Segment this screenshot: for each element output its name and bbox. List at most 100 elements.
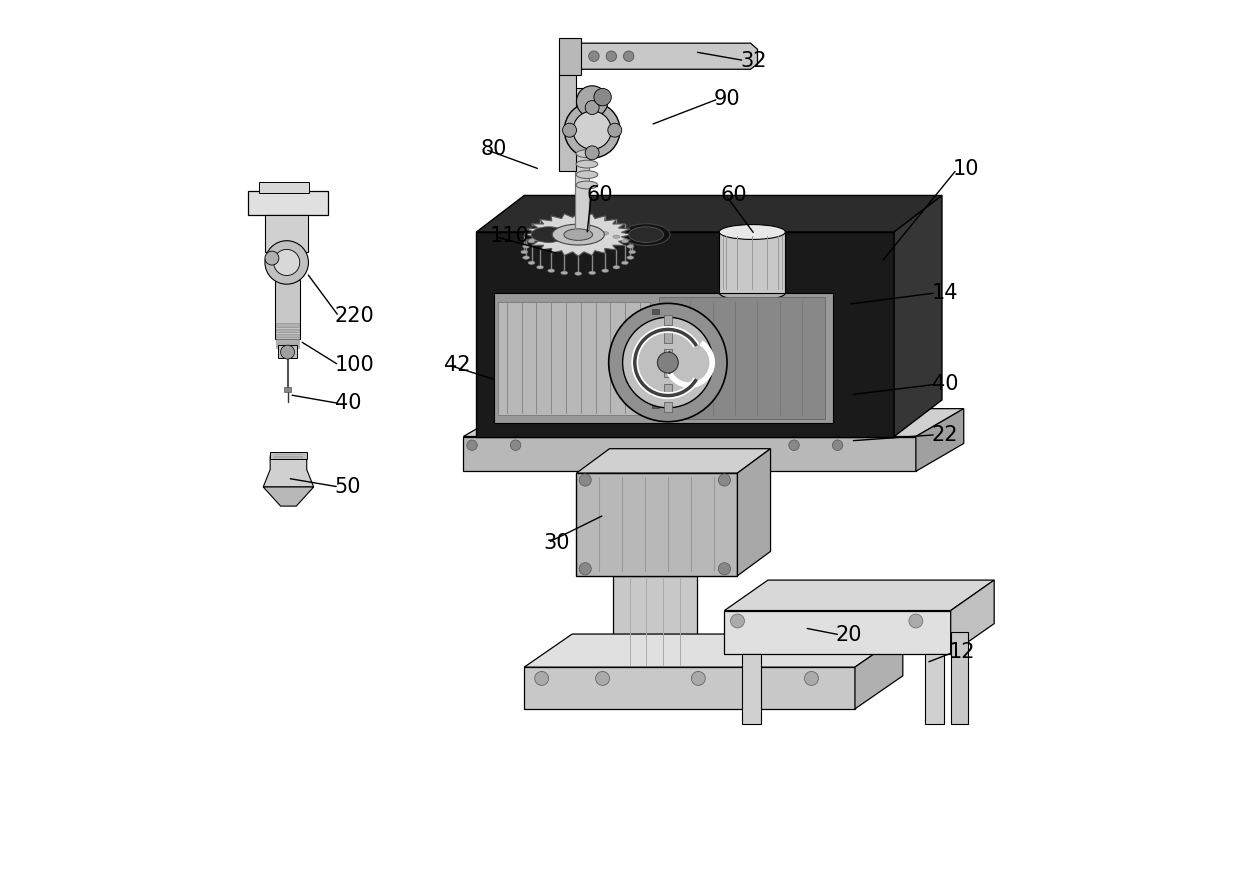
Ellipse shape (537, 265, 543, 269)
Circle shape (265, 241, 309, 285)
Bar (663, 367, 672, 377)
Ellipse shape (522, 256, 529, 259)
Ellipse shape (577, 170, 598, 178)
Circle shape (579, 563, 591, 574)
Circle shape (595, 671, 610, 685)
Circle shape (832, 440, 843, 450)
Ellipse shape (525, 223, 573, 245)
Polygon shape (263, 487, 314, 506)
Circle shape (622, 317, 713, 408)
Ellipse shape (522, 244, 529, 248)
Polygon shape (263, 456, 314, 487)
Bar (663, 384, 672, 395)
Bar (270, 452, 306, 459)
Bar (259, 182, 309, 193)
Circle shape (718, 474, 730, 486)
Circle shape (789, 440, 800, 450)
Polygon shape (525, 213, 632, 256)
Ellipse shape (621, 261, 629, 265)
Ellipse shape (627, 244, 634, 248)
Circle shape (564, 102, 620, 158)
Ellipse shape (528, 261, 534, 265)
Ellipse shape (577, 150, 598, 158)
Polygon shape (724, 610, 951, 654)
Polygon shape (476, 232, 894, 436)
Text: 30: 30 (543, 533, 570, 553)
Ellipse shape (629, 251, 636, 254)
Bar (277, 333, 299, 337)
Polygon shape (660, 298, 825, 419)
Ellipse shape (589, 230, 595, 233)
Text: 40: 40 (335, 394, 361, 414)
Ellipse shape (601, 231, 609, 235)
Polygon shape (742, 654, 761, 724)
Ellipse shape (560, 272, 568, 275)
Polygon shape (613, 575, 697, 667)
Circle shape (805, 671, 818, 685)
Ellipse shape (601, 269, 609, 272)
Ellipse shape (537, 235, 543, 238)
Polygon shape (559, 72, 577, 171)
Circle shape (909, 614, 923, 628)
Ellipse shape (521, 251, 528, 254)
Circle shape (606, 51, 616, 61)
Ellipse shape (548, 231, 554, 235)
Ellipse shape (613, 235, 620, 238)
Ellipse shape (621, 239, 629, 243)
Ellipse shape (719, 285, 785, 300)
Bar (652, 387, 660, 392)
Text: 60: 60 (720, 184, 748, 204)
Bar (663, 314, 672, 325)
Bar (284, 387, 291, 392)
Polygon shape (464, 436, 916, 471)
Bar (275, 280, 300, 339)
Circle shape (280, 345, 295, 359)
Polygon shape (464, 409, 963, 436)
Polygon shape (476, 196, 942, 232)
Circle shape (624, 51, 634, 61)
Polygon shape (577, 449, 770, 473)
Polygon shape (525, 634, 903, 667)
Ellipse shape (528, 239, 534, 243)
Ellipse shape (719, 224, 785, 239)
Circle shape (718, 563, 730, 574)
Text: 110: 110 (490, 226, 529, 246)
Text: 80: 80 (481, 140, 507, 160)
Bar (248, 191, 327, 216)
Polygon shape (724, 580, 994, 610)
Text: 22: 22 (931, 425, 959, 444)
Circle shape (609, 303, 727, 422)
Text: 40: 40 (931, 375, 959, 395)
Circle shape (563, 123, 577, 137)
Ellipse shape (531, 227, 565, 243)
Bar (277, 339, 299, 342)
Polygon shape (498, 301, 651, 415)
Circle shape (657, 352, 678, 373)
Polygon shape (951, 580, 994, 654)
Text: 50: 50 (335, 477, 361, 497)
Text: 20: 20 (836, 625, 862, 645)
Text: 90: 90 (714, 89, 740, 109)
Text: 100: 100 (335, 355, 374, 375)
Circle shape (589, 51, 599, 61)
Circle shape (534, 671, 548, 685)
Ellipse shape (560, 230, 568, 233)
Circle shape (608, 123, 621, 137)
Ellipse shape (552, 224, 604, 245)
Polygon shape (925, 654, 944, 724)
Circle shape (274, 250, 300, 276)
Ellipse shape (627, 256, 634, 259)
Bar (277, 344, 299, 347)
Bar (265, 216, 309, 252)
Polygon shape (894, 196, 942, 436)
Text: 42: 42 (444, 355, 471, 375)
Circle shape (511, 440, 521, 450)
Polygon shape (916, 409, 963, 471)
Circle shape (466, 440, 477, 450)
Bar (277, 328, 299, 332)
Text: 220: 220 (335, 306, 374, 327)
Ellipse shape (577, 181, 598, 189)
Text: 14: 14 (931, 283, 959, 303)
Bar (663, 402, 672, 412)
Circle shape (573, 111, 611, 149)
